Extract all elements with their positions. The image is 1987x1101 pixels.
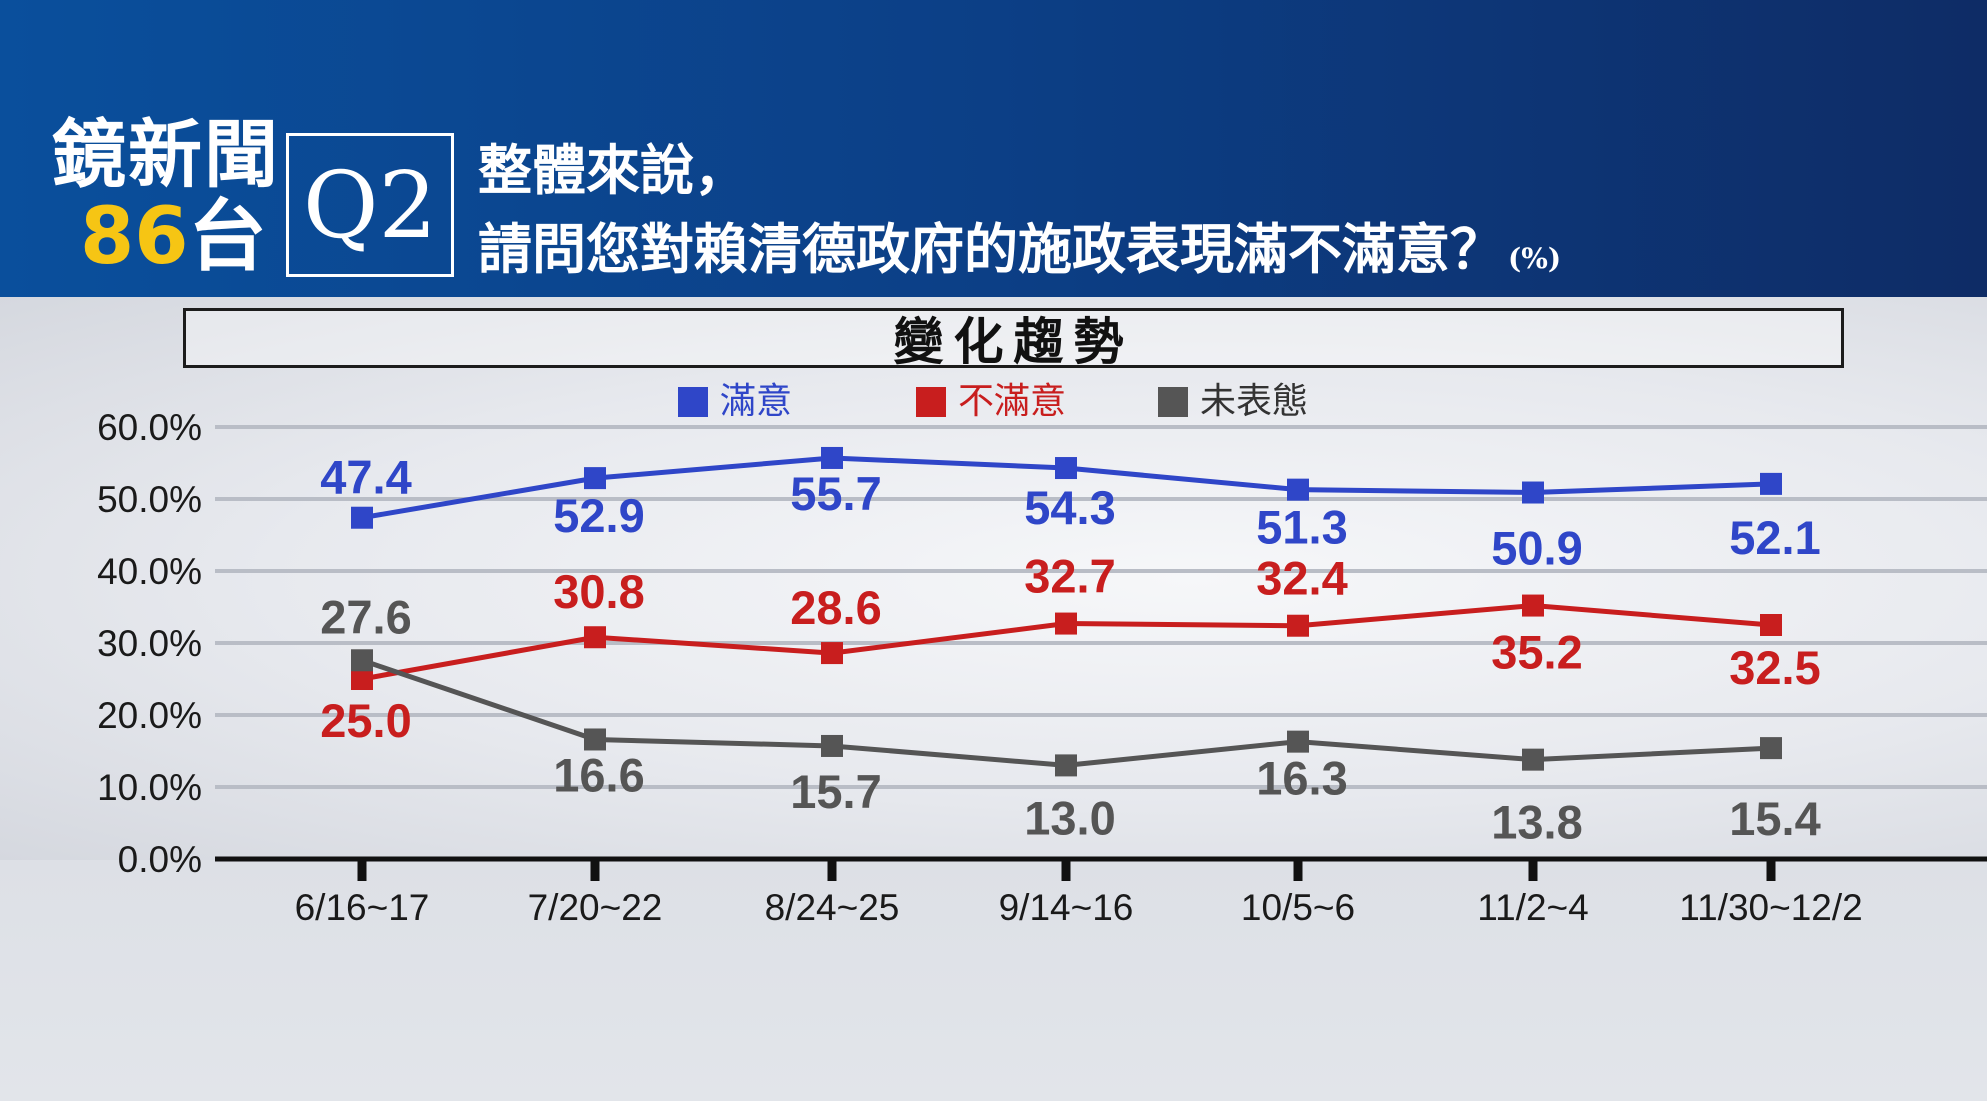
- data-label: 32.4: [1256, 552, 1347, 605]
- data-point: [821, 446, 843, 469]
- x-tick-label: 11/2~4: [1477, 887, 1588, 928]
- data-label: 50.9: [1491, 522, 1582, 575]
- data-point: [821, 734, 843, 757]
- data-label: 52.1: [1729, 511, 1820, 564]
- data-label: 32.5: [1729, 641, 1820, 694]
- data-point: [351, 668, 373, 690]
- x-tick-label: 8/24~25: [765, 887, 900, 928]
- y-tick-label: 0.0%: [118, 839, 202, 880]
- channel-logo-name: 鏡新聞: [52, 112, 280, 198]
- unit-label: (%): [1508, 242, 1562, 275]
- channel-number: 86: [80, 192, 189, 282]
- data-point: [351, 649, 373, 672]
- series-lines: [351, 446, 1782, 777]
- data-label: 32.7: [1024, 550, 1115, 603]
- axes: 0.0% 10.0% 20.0% 30.0% 40.0% 50.0% 60.0% 6/16~1…: [97, 407, 1987, 928]
- data-point: [1760, 472, 1782, 495]
- data-point: [1522, 594, 1544, 617]
- x-tick-label: 9/14~16: [999, 887, 1134, 928]
- data-labels: 47.4 52.9 55.7 54.3 51.3 50.9 52.1 25.0 30.8 28.6…: [320, 451, 1820, 849]
- data-label: 30.8: [553, 565, 644, 618]
- legend-swatch: [1158, 387, 1188, 417]
- data-label: 13.0: [1024, 791, 1115, 844]
- y-tick-label: 20.0%: [97, 695, 202, 736]
- question-text-line1: 整體來說，: [478, 138, 748, 202]
- legend: 滿意 不滿意 未表態: [678, 381, 1308, 422]
- data-point: [821, 642, 843, 665]
- data-point: [1522, 748, 1544, 771]
- data-point: [1055, 457, 1077, 480]
- data-point: [351, 506, 373, 529]
- channel-logo-number: 86台: [80, 198, 267, 276]
- bottom-background: [0, 860, 1987, 1101]
- data-point: [1522, 481, 1544, 504]
- data-label: 35.2: [1491, 626, 1582, 679]
- data-label: 13.8: [1491, 796, 1582, 849]
- x-tick-label: 10/5~6: [1241, 887, 1355, 928]
- header-banner: 鏡新聞 86台 Q2 整體來說， 請問您對賴清德政府的施政表現滿不滿意？ (%): [0, 0, 1987, 297]
- x-tick-label: 7/20~22: [528, 887, 663, 928]
- question-number: Q2: [303, 151, 437, 259]
- question-number-box: Q2: [286, 133, 454, 277]
- data-point: [1055, 612, 1077, 635]
- grid-lines: [215, 425, 1987, 789]
- legend-label: 未表態: [1200, 381, 1308, 422]
- y-tick-label: 40.0%: [97, 551, 202, 592]
- x-tick-label: 11/30~12/2: [1679, 887, 1862, 928]
- question-text: 請問您對賴清德政府的施政表現滿不滿意？: [478, 217, 1504, 281]
- chart-title: 變化趨勢: [893, 312, 1134, 371]
- data-label: 16.3: [1256, 752, 1347, 805]
- data-point: [1287, 478, 1309, 501]
- trend-title-box: 變化趨勢: [183, 308, 1844, 371]
- data-point: [584, 467, 606, 490]
- data-point: [1760, 737, 1782, 760]
- y-tick-label: 50.0%: [97, 479, 202, 520]
- data-label: 27.6: [320, 590, 411, 643]
- data-label: 28.6: [790, 581, 881, 634]
- data-label: 52.9: [553, 489, 644, 542]
- legend-label: 不滿意: [958, 381, 1066, 422]
- data-label: 25.0: [320, 694, 411, 747]
- question-text-line2: 請問您對賴清德政府的施政表現滿不滿意？ (%): [478, 222, 1561, 276]
- legend-swatch: [916, 387, 946, 417]
- legend-label: 滿意: [720, 381, 792, 422]
- y-tick-label: 10.0%: [97, 767, 202, 808]
- data-point: [584, 626, 606, 649]
- data-label: 15.7: [790, 765, 881, 818]
- data-point: [1055, 754, 1077, 777]
- data-label: 54.3: [1024, 481, 1115, 534]
- legend-swatch: [678, 387, 708, 417]
- data-point: [1760, 614, 1782, 636]
- chart-panel-background: [0, 297, 1987, 860]
- data-label: 15.4: [1729, 792, 1820, 845]
- data-label: 55.7: [790, 467, 881, 520]
- data-point: [584, 728, 606, 751]
- data-point: [1287, 730, 1309, 753]
- data-label: 16.6: [553, 748, 644, 801]
- data-point: [1287, 614, 1309, 637]
- data-label: 47.4: [320, 451, 411, 504]
- x-tick-label: 6/16~17: [295, 887, 430, 928]
- y-tick-label: 60.0%: [97, 407, 202, 448]
- data-label: 51.3: [1256, 501, 1347, 554]
- channel-suffix: 台: [188, 192, 267, 282]
- y-tick-label: 30.0%: [97, 623, 202, 664]
